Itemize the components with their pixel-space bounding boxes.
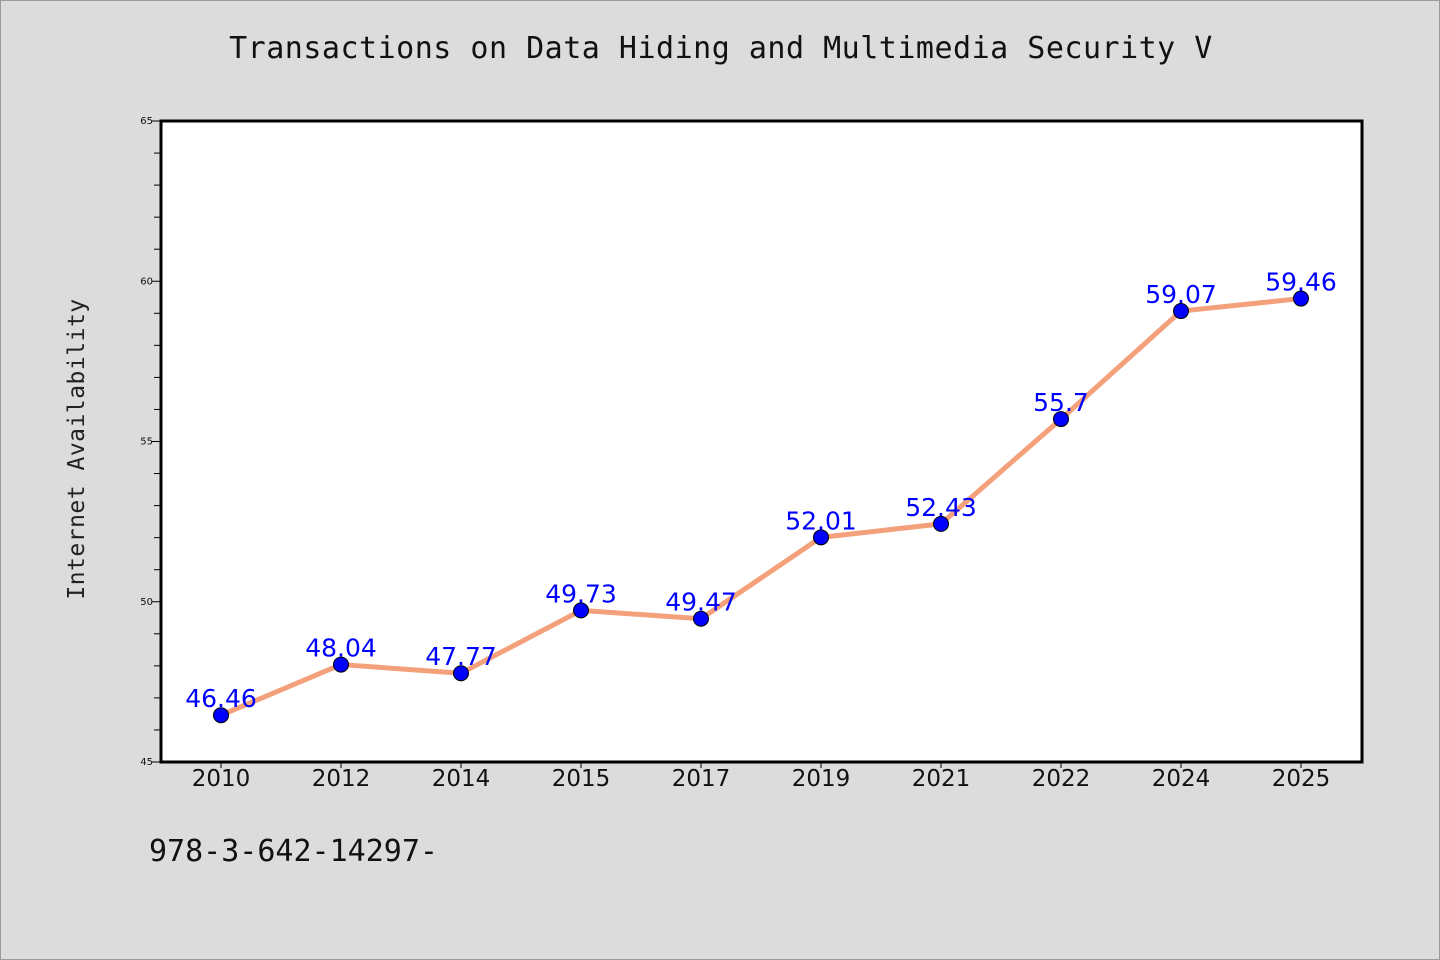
- y-tick-label: 45: [140, 757, 153, 768]
- chart-title: Transactions on Data Hiding and Multimed…: [229, 31, 1213, 66]
- data-point: [693, 610, 709, 627]
- x-tick-label: 2010: [192, 766, 251, 792]
- data-point: [1173, 303, 1189, 320]
- x-tick-label: 2012: [312, 766, 371, 792]
- data-point: [1053, 411, 1069, 428]
- x-tick-label: 2019: [792, 766, 851, 792]
- series-line: [218, 296, 1304, 718]
- data-point: [1293, 290, 1309, 307]
- plot-frame: [159, 119, 1364, 764]
- footer-isbn-text: 978-3-642-14297-: [149, 834, 438, 869]
- x-tick-label: 2021: [912, 766, 971, 792]
- x-tick-label: 2024: [1152, 766, 1211, 792]
- y-tick-label: 55: [140, 437, 153, 448]
- data-point: [813, 529, 829, 546]
- y-tick-label: 50: [140, 597, 153, 608]
- y-tick-label: 65: [140, 116, 153, 127]
- x-tick-label: 2025: [1272, 766, 1331, 792]
- data-point: [213, 707, 229, 724]
- data-point: [333, 656, 349, 673]
- data-point: [933, 515, 949, 532]
- x-tick-label: 2017: [672, 766, 731, 792]
- y-axis: 45 50 55 60 65: [140, 116, 161, 768]
- x-tick-label: 2022: [1032, 766, 1091, 792]
- x-tick-label: 2015: [552, 766, 611, 792]
- data-point: [453, 665, 469, 682]
- x-tick-label: 2014: [432, 766, 491, 792]
- plot-area: [161, 121, 1362, 762]
- y-tick-label: 60: [140, 276, 153, 287]
- x-axis: 2010 2012 2014 2015 2017 2019 2021 2022 2024 2025: [192, 762, 1331, 792]
- data-point: [573, 602, 589, 619]
